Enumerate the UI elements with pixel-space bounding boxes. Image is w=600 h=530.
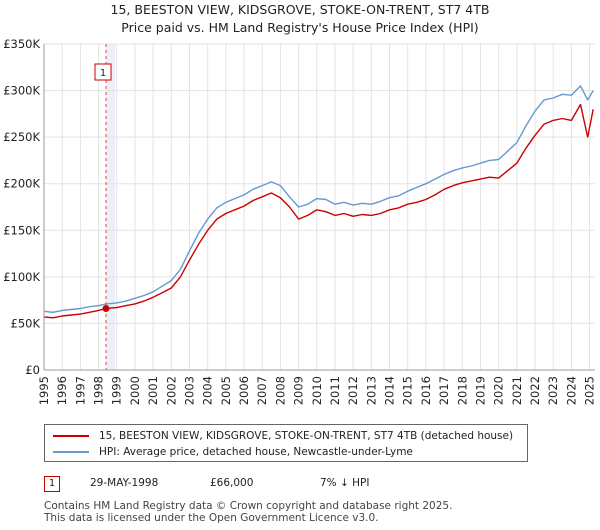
y-tick-label: £50K (11, 316, 41, 330)
x-tick-label: 2014 (383, 376, 397, 405)
x-tick-label: 2025 (583, 376, 597, 405)
x-tick-label: 2008 (273, 376, 287, 405)
x-tick-label: 2007 (255, 376, 269, 405)
x-tick-label: 2023 (546, 376, 560, 405)
y-tick-label: £300K (3, 84, 40, 98)
x-tick-label: 2000 (128, 376, 142, 405)
chart-title: 15, BEESTON VIEW, KIDSGROVE, STOKE-ON-TR… (110, 2, 490, 17)
x-tick-label: 2022 (528, 376, 542, 405)
y-tick-label: £250K (3, 130, 40, 144)
sale-price: £66,000 (210, 477, 254, 489)
x-tick-label: 2010 (310, 376, 324, 405)
series-line-property (43, 103, 594, 319)
x-tick-label: 2006 (237, 376, 251, 405)
x-tick-label: 2019 (473, 376, 487, 405)
sale-hpi-diff: 7% ↓ HPI (320, 477, 370, 489)
x-tick-label: 2020 (492, 376, 506, 405)
x-tick-label: 1995 (37, 376, 51, 405)
x-tick-label: 2013 (364, 376, 378, 405)
x-tick-label: 2011 (328, 376, 342, 405)
sale-date: 29-MAY-1998 (90, 477, 159, 489)
sale-annotation-box (94, 63, 112, 81)
x-tick-label: 1997 (73, 376, 87, 405)
x-tick-label: 2015 (401, 376, 415, 405)
y-tick-label: £200K (3, 177, 40, 191)
legend-swatch-hpi (53, 451, 89, 453)
footer-licence: This data is licensed under the Open Gov… (44, 512, 379, 524)
x-tick-label: 2003 (182, 376, 196, 405)
sale-row: 1 29-MAY-1998 £66,000 7% ↓ HPI (44, 476, 584, 494)
series-line-hpi (43, 85, 594, 313)
x-tick-label: 2016 (419, 376, 433, 405)
legend-label-hpi: HPI: Average price, detached house, Newc… (99, 446, 413, 458)
x-tick-label: 2017 (437, 376, 451, 405)
x-tick-label: 2012 (346, 376, 360, 405)
legend: 15, BEESTON VIEW, KIDSGROVE, STOKE-ON-TR… (44, 424, 528, 462)
x-tick-label: 2001 (146, 376, 160, 405)
sale-annotation-label: 1 (100, 68, 106, 79)
chart-subtitle: Price paid vs. HM Land Registry's House … (121, 20, 479, 35)
y-tick-label: £0 (25, 363, 40, 377)
y-tick-label: £150K (3, 223, 40, 237)
sale-point (102, 305, 110, 313)
x-tick-label: 1998 (92, 376, 106, 405)
legend-label-property: 15, BEESTON VIEW, KIDSGROVE, STOKE-ON-TR… (99, 430, 514, 442)
x-tick-label: 2002 (164, 376, 178, 405)
x-tick-label: 1996 (55, 376, 69, 405)
sale-highlight-band (106, 44, 116, 370)
x-tick-label: 2021 (510, 376, 524, 405)
x-tick-label: 2009 (292, 376, 306, 405)
price-chart: £0 £50K £100K £150K £200K £250K £300K £350K 1995… (3, 37, 597, 405)
x-tick-label: 2018 (455, 376, 469, 405)
legend-swatch-property (53, 435, 89, 437)
plot-area (44, 44, 595, 370)
footer-copyright: Contains HM Land Registry data © Crown c… (44, 500, 453, 512)
y-tick-label: £350K (3, 37, 40, 51)
sale-badge: 1 (44, 476, 60, 492)
y-tick-label: £100K (3, 270, 40, 284)
x-tick-label: 1999 (110, 376, 124, 405)
x-tick-label: 2005 (219, 376, 233, 405)
x-tick-label: 2024 (564, 376, 578, 405)
x-tick-label: 2004 (201, 376, 215, 405)
